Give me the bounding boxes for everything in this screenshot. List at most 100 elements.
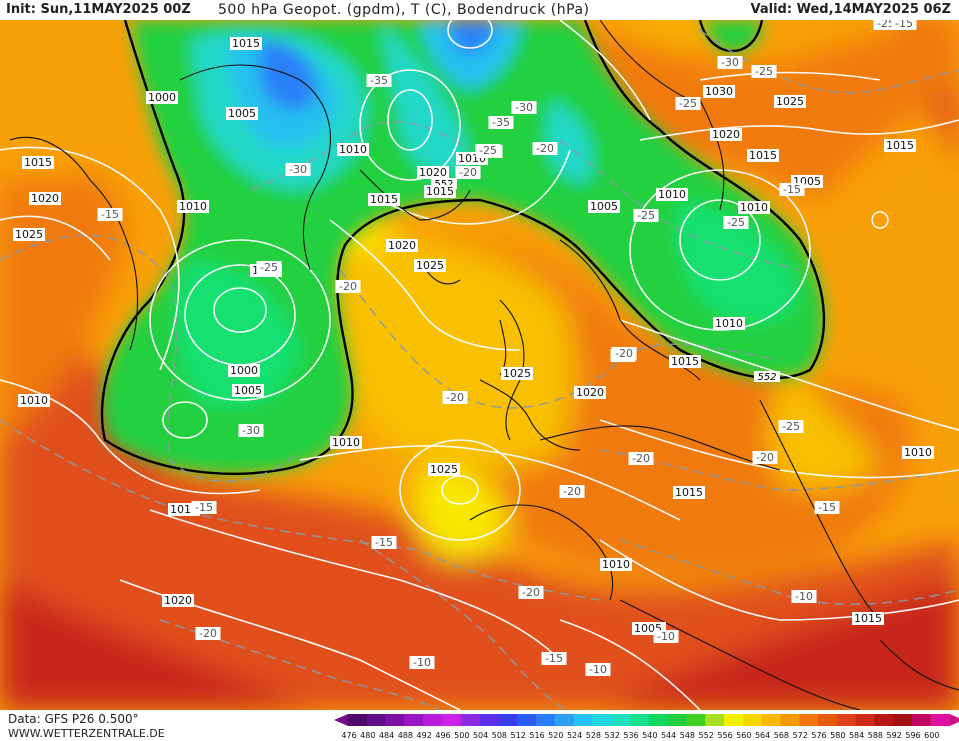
temperature-label-box [518, 586, 544, 599]
pressure-label-box [713, 317, 745, 330]
legend-swatch [799, 714, 819, 726]
temperature-labels: -15-25-30-25-20-20-15-30-35-30-35-25-20-… [97, 20, 917, 676]
pressure-label: 1025 [503, 367, 531, 380]
website-credit: WWW.WETTERZENTRALE.DE [8, 727, 165, 740]
pressure-label: 1020 [388, 239, 416, 252]
pressure-label: 1010 [658, 188, 686, 201]
legend-value: 528 [586, 731, 601, 740]
legend-swatch [479, 714, 499, 726]
temperature-label: -25 [479, 144, 497, 157]
pressure-label: 1020 [419, 166, 447, 179]
legend-value: 516 [529, 731, 544, 740]
pressure-label: 1010 [740, 201, 768, 214]
pressure-label-box [710, 128, 742, 141]
pressure-label: 1020 [712, 128, 740, 141]
temperature-label: -25 [877, 20, 895, 30]
legend-value: 532 [605, 731, 620, 740]
data-source: Data: GFS P26 0.500° [8, 712, 139, 726]
pressure-label-box [588, 200, 620, 213]
pressure-label-box [177, 200, 209, 213]
temperature-label: -25 [260, 261, 278, 274]
temperature-label-box [409, 656, 435, 669]
legend-swatch [912, 714, 932, 726]
valid-time: Valid: Wed,14MAY2025 06Z [750, 2, 951, 17]
temperature-label: -20 [632, 452, 650, 465]
pressure-label-box [146, 91, 178, 104]
temperature-label: -25 [755, 65, 773, 78]
legend-value: 564 [755, 731, 770, 740]
pressure-label: 1010 [602, 558, 630, 571]
temperature-label-box [653, 630, 679, 643]
legend-value: 592 [887, 731, 902, 740]
legend-labels: 476 480 484 488 492 496 500 504 508 512 516 520 524 5… [341, 731, 939, 740]
temperature-label-box [475, 144, 501, 157]
pressure-label-box [738, 201, 770, 214]
temperature-label-box [891, 20, 917, 30]
temperature-label-box [511, 101, 537, 114]
label-552-east: 552 [757, 372, 776, 383]
pressure-label-box [368, 193, 400, 206]
field-deep-red [0, 580, 959, 710]
legend-value: 572 [793, 731, 808, 740]
pressure-label: 1015 [426, 185, 454, 198]
pressure-label-box [232, 384, 264, 397]
temperature-label-box [723, 216, 749, 229]
legend-swatch [705, 714, 725, 726]
label-552: 552 [434, 179, 453, 190]
temperature-label-box [779, 183, 805, 196]
legend-swatch [498, 714, 518, 726]
legend-value: 560 [736, 731, 751, 740]
legend-swatch [742, 714, 763, 726]
temperature-label-box [442, 391, 468, 404]
temperature-label: -25 [727, 216, 745, 229]
legend-swatch [517, 714, 537, 726]
pressure-label: 1010 [20, 394, 48, 407]
label-552-east-box [754, 371, 780, 382]
pressure-label-box [22, 156, 54, 169]
pressure-label: 1000 [148, 91, 176, 104]
temperature-label: -30 [242, 424, 260, 437]
legend-value: 580 [830, 731, 845, 740]
pressure-label-box [386, 239, 418, 252]
field-blue [260, 20, 495, 111]
legend-left-arrow [334, 714, 348, 726]
temperature-label: -20 [459, 166, 477, 179]
legend-value: 544 [661, 731, 676, 740]
temperature-label: -35 [370, 74, 388, 87]
temperature-label-box [717, 56, 743, 69]
pressure-label: 1015 [671, 355, 699, 368]
pressure-label: 1015 [232, 37, 260, 50]
temperature-label-box [633, 209, 659, 222]
legend-swatch [366, 714, 387, 726]
temperature-label: -20 [756, 451, 774, 464]
legend-swatch [686, 714, 706, 726]
pressure-label: 1025 [430, 463, 458, 476]
legend-bar [334, 714, 959, 726]
legend-swatch [724, 714, 744, 726]
pressure-label: 1005 [234, 384, 262, 397]
legend-swatch [404, 714, 424, 726]
pressure-label: 1025 [15, 228, 43, 241]
legend-swatch [836, 714, 857, 726]
temperature-label: -25 [782, 420, 800, 433]
pressure-label: 1030 [705, 85, 733, 98]
pressure-label: 1015 [854, 612, 882, 625]
pressure-label-box [424, 185, 456, 198]
legend-value: 536 [623, 731, 638, 740]
legend-swatch [592, 714, 612, 726]
temperature-label: -15 [195, 501, 213, 514]
temperature-label: -35 [492, 116, 510, 129]
field-yellow [340, 222, 510, 560]
legend-value: 508 [492, 731, 507, 740]
pressure-label: 1015 [749, 149, 777, 162]
temperature-label: -15 [101, 208, 119, 221]
temperature-label: -10 [795, 590, 813, 603]
legend-value: 492 [417, 731, 432, 740]
temperature-label-box [873, 20, 899, 30]
pressure-label: 1010 [332, 436, 360, 449]
legend-value: 484 [379, 731, 394, 740]
temperature-label: -15 [895, 20, 913, 30]
pressure-label-box [852, 612, 884, 625]
temperature-label: -15 [375, 536, 393, 549]
pressure-label: 1020 [164, 594, 192, 607]
